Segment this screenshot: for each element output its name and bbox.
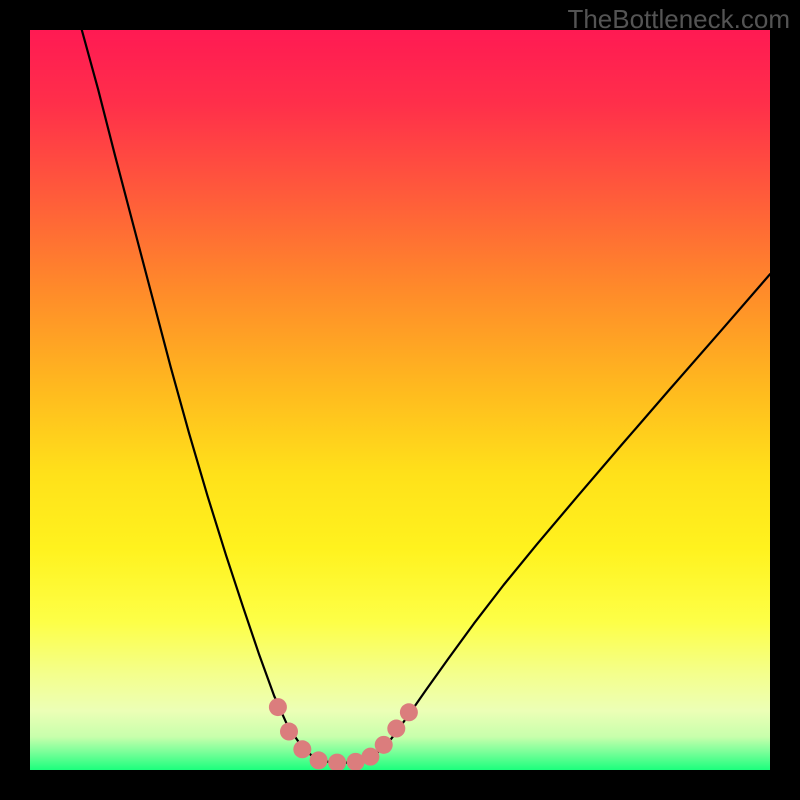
watermark-text: TheBottleneck.com (567, 6, 790, 32)
chart-stage: TheBottleneck.com (0, 0, 800, 800)
plot-area (30, 30, 770, 770)
